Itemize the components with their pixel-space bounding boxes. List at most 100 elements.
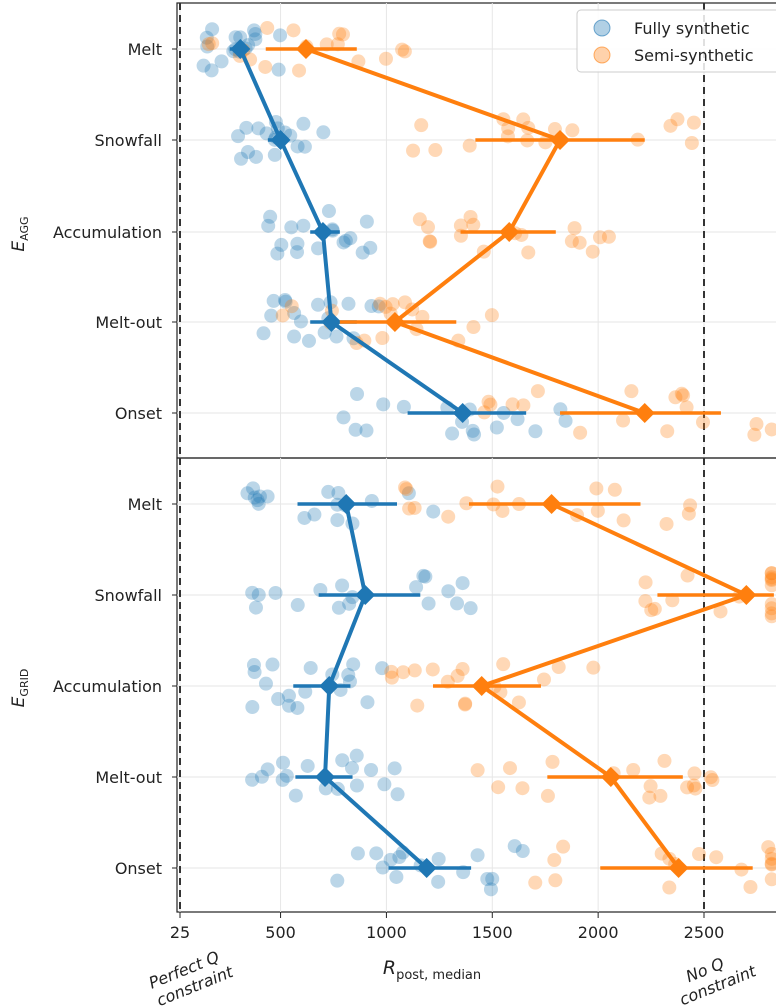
sample-point <box>371 299 386 314</box>
sample-point <box>502 761 517 776</box>
x-tick-label: 2000 <box>578 923 619 942</box>
note-perfect-q: Perfect Q constraint <box>146 947 236 1008</box>
median-marker <box>295 39 316 59</box>
sample-point <box>278 294 293 309</box>
sample-point <box>680 568 695 583</box>
sample-point <box>267 147 282 162</box>
sample-point <box>248 26 263 41</box>
sample-point <box>638 594 653 609</box>
median-marker <box>315 767 336 787</box>
sample-point <box>465 423 480 438</box>
sample-point <box>349 778 364 793</box>
sample-point <box>426 504 441 519</box>
sample-point <box>338 233 353 248</box>
sample-point <box>670 112 685 127</box>
sample-point <box>406 143 421 158</box>
sample-point <box>410 698 425 713</box>
y-tick-label: Melt-out <box>95 768 162 787</box>
sample-point <box>764 573 776 588</box>
sample-point <box>642 790 657 805</box>
sample-point <box>292 63 307 78</box>
sample-point <box>196 58 211 73</box>
x-tick-label: 2500 <box>684 923 725 942</box>
sample-point <box>364 763 379 778</box>
sample-point <box>375 860 390 875</box>
sample-point <box>290 236 305 251</box>
sample-point <box>747 427 762 442</box>
sample-point <box>336 235 351 250</box>
sample-point <box>383 852 398 867</box>
sample-point <box>341 667 356 682</box>
sample-point <box>548 873 563 888</box>
sample-point <box>349 748 364 763</box>
sample-point <box>647 601 662 616</box>
sample-point <box>764 851 776 866</box>
sample-point <box>248 149 263 164</box>
sample-point <box>764 856 776 871</box>
sample-point <box>395 42 410 57</box>
sample-point <box>428 143 443 158</box>
sample-point <box>601 229 616 244</box>
sample-point <box>558 413 573 428</box>
sample-point <box>276 755 291 770</box>
sample-point <box>743 879 758 894</box>
sample-point <box>288 788 303 803</box>
sample-point <box>585 244 600 259</box>
sample-point <box>397 44 412 59</box>
sample-point <box>281 688 296 703</box>
sample-point <box>764 578 776 593</box>
sample-point <box>264 308 279 323</box>
sample-point <box>246 658 261 673</box>
x-tick-label: 25 <box>170 923 190 942</box>
sample-point <box>495 503 510 518</box>
sample-point <box>686 115 701 130</box>
sample-point <box>453 218 468 233</box>
sample-point <box>616 413 631 428</box>
median-marker <box>471 676 492 696</box>
sample-point <box>644 603 659 618</box>
sample-point <box>659 516 674 531</box>
median-marker <box>600 767 621 787</box>
sample-point <box>507 839 522 854</box>
sample-point <box>458 697 473 712</box>
y-tick-label: Onset <box>115 404 162 423</box>
sample-point <box>279 768 294 783</box>
median-marker <box>355 585 376 605</box>
y-tick-label: Accumulation <box>53 223 162 242</box>
sample-point <box>466 320 481 335</box>
y-tick-label: Snowfall <box>95 586 163 605</box>
sample-point <box>375 661 390 676</box>
sample-point <box>390 787 405 802</box>
sample-point <box>450 596 465 611</box>
sample-point <box>397 295 412 310</box>
sample-point <box>692 847 707 862</box>
sample-point <box>764 570 776 585</box>
median-marker <box>319 676 340 696</box>
legend-marker-fully <box>593 19 611 37</box>
y-tick-label: Accumulation <box>53 677 162 696</box>
sample-point <box>297 139 312 154</box>
sample-point <box>418 569 433 584</box>
sample-point <box>346 657 361 672</box>
sample-point <box>335 578 350 593</box>
sample-point <box>246 481 261 496</box>
sample-point <box>455 662 470 677</box>
sample-point <box>245 700 260 715</box>
sample-point <box>556 839 571 854</box>
xlabel-main: R <box>383 957 396 979</box>
sample-point <box>764 566 776 581</box>
sample-point <box>396 665 411 680</box>
sample-point <box>496 657 511 672</box>
sample-point <box>247 665 262 680</box>
y-tick-label: Melt-out <box>95 313 162 332</box>
sample-point <box>273 28 288 43</box>
x-axis: 25 500 1000 1500 2000 2500 <box>170 912 725 942</box>
sample-point <box>683 498 698 513</box>
sample-point <box>318 781 333 796</box>
sample-point <box>547 852 562 867</box>
sample-point <box>298 684 313 699</box>
sample-point <box>378 299 393 314</box>
sample-point <box>355 245 370 260</box>
sample-point <box>392 850 407 865</box>
sample-point <box>481 394 496 409</box>
